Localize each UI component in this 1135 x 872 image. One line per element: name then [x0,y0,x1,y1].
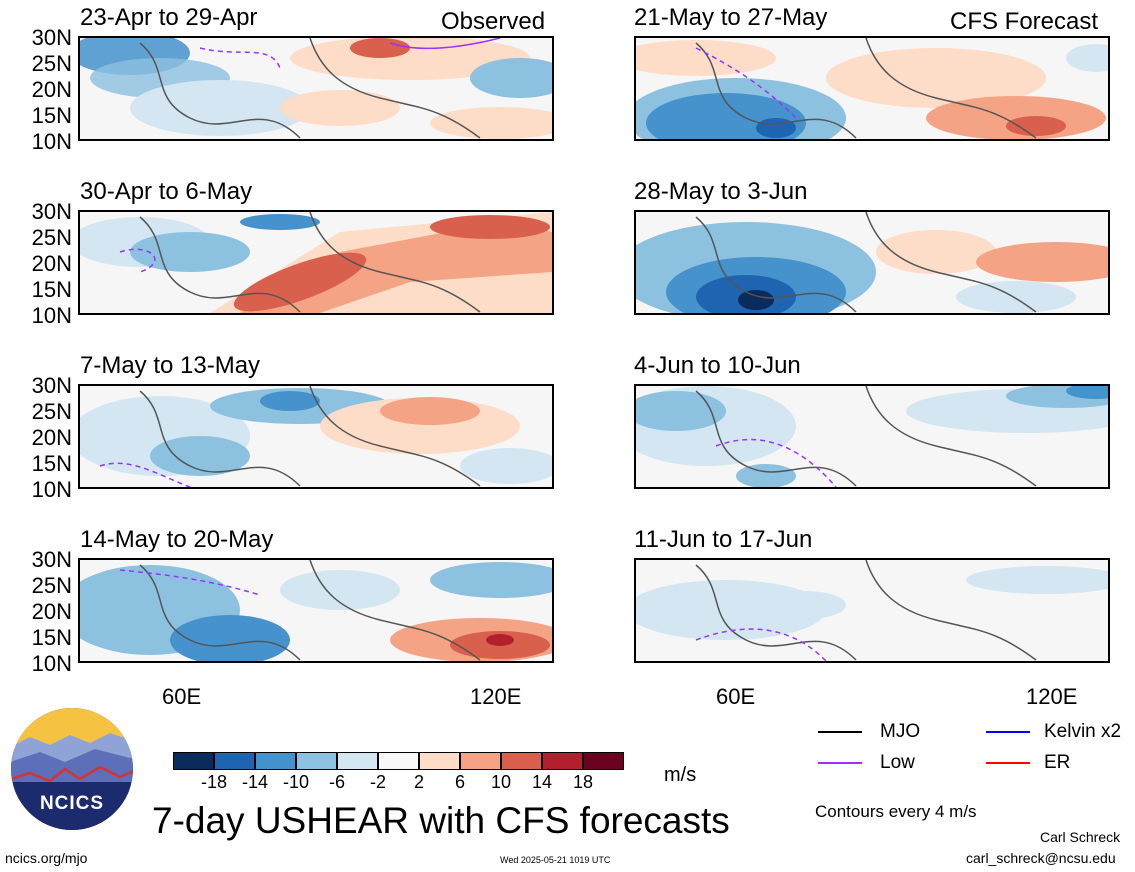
legend-label: Low [880,752,915,773]
colorbar-tick: -6 [328,772,345,792]
colorbar-units: m/s [664,764,697,786]
map-panel [634,384,1110,489]
lat-label: 30N [31,373,72,398]
panel-tag: Observed [441,8,546,35]
colorbar-tick: -10 [282,772,309,792]
colorbar-swatch [173,752,214,770]
footer-email: carl_schreck@ncsu.edu [966,850,1116,866]
panel-title: 14-May to 20-May [80,526,274,553]
legend-swatch-kelvin [986,731,1030,733]
panel-title: 28-May to 3-Jun [634,178,808,205]
colorbar-tick: -18 [200,772,227,792]
colorbar-tick: 14 [531,772,553,792]
ncics-logo-icon [11,708,133,830]
ncics-logo: NCICS [10,707,134,831]
lat-label: 25N [31,573,72,598]
legend-label: ER [1044,752,1071,773]
map-panel [78,210,554,315]
lon-label: 60E [162,684,202,709]
logo-text: NCICS [39,793,105,814]
lat-label: 30N [31,25,72,50]
lat-label: 25N [31,225,72,250]
contours-note: Contours every 4 m/s [815,802,977,821]
legend-swatch-mjo [818,731,862,733]
colorbar-swatch [255,752,296,770]
lat-label: 30N [31,547,72,572]
colorbar-tick: 10 [490,772,512,792]
lat-label: 15N [31,625,72,650]
map-panel [78,384,554,489]
lat-label: 20N [31,425,72,450]
legend-label: Kelvin x2 [1044,721,1122,742]
colorbar-swatch [378,752,419,770]
panel-title: 7-May to 13-May [80,352,261,379]
lat-label: 20N [31,77,72,102]
colorbar-swatch [296,752,337,770]
panel-title: 23-Apr to 29-Apr [80,4,258,31]
map-panel [78,558,554,663]
colorbar-swatch [460,752,501,770]
lat-label: 10N [31,129,72,154]
footer-author: Carl Schreck [1040,829,1121,845]
lat-label: 15N [31,103,72,128]
lon-label: 120E [1026,684,1078,709]
lat-label: 15N [31,451,72,476]
colorbar-tick: -2 [369,772,386,792]
map-panel [634,558,1110,663]
legend-swatch-er [986,762,1030,764]
colorbar-swatch [583,752,624,770]
colorbar-tick: -14 [241,772,268,792]
colorbar-tick: 18 [572,772,594,792]
legend-label: MJO [880,721,921,742]
colorbar-swatch [501,752,542,770]
lat-label: 30N [31,199,72,224]
lat-label: 20N [31,251,72,276]
map-panel [78,36,554,141]
map-panel [634,210,1110,315]
colorbar-tick: 2 [413,772,424,792]
lat-label: 10N [31,651,72,676]
legend-swatch-low [818,762,862,764]
panel-title: 21-May to 27-May [634,4,828,31]
panel-tag: CFS Forecast [950,8,1099,35]
lat-label: 10N [31,477,72,502]
colorbar-swatch [542,752,583,770]
lat-label: 15N [31,277,72,302]
panel-title: 30-Apr to 6-May [80,178,253,205]
lon-label: 120E [470,684,522,709]
colorbar-swatch [337,752,378,770]
main-title: 7-day USHEAR with CFS forecasts [152,800,730,841]
lon-label: 60E [716,684,756,709]
map-panel [634,36,1110,141]
footer-url: ncics.org/mjo [5,850,88,866]
lat-label: 25N [31,51,72,76]
panel-title: 4-Jun to 10-Jun [634,352,801,379]
lat-label: 10N [31,303,72,328]
colorbar-tick: 6 [454,772,465,792]
footer-timestamp: Wed 2025-05-21 1019 UTC [500,855,611,865]
lat-label: 25N [31,399,72,424]
colorbar-swatch [214,752,255,770]
panel-title: 11-Jun to 17-Jun [634,526,813,553]
colorbar-swatch [419,752,460,770]
lat-label: 20N [31,599,72,624]
